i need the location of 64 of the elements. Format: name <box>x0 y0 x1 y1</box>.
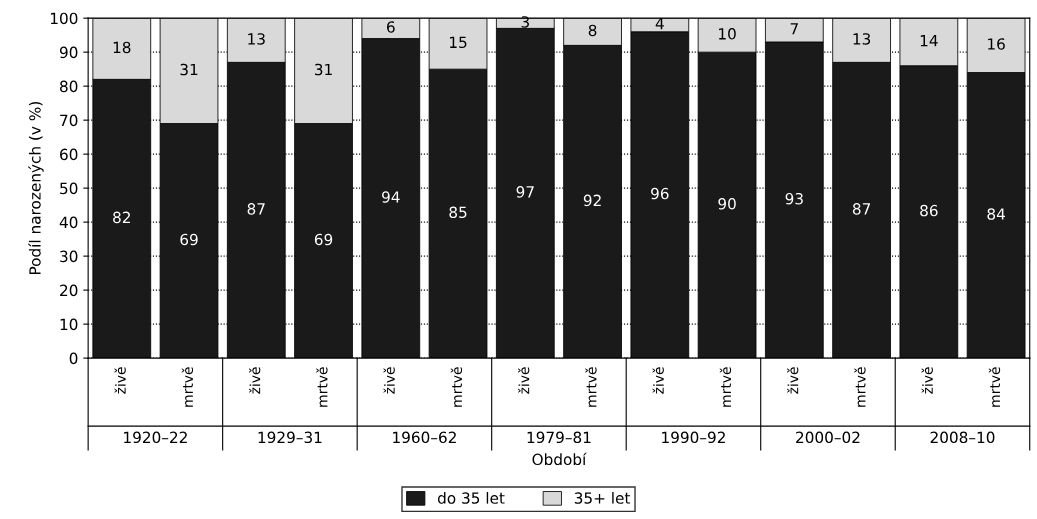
data-label: 10 <box>719 28 736 40</box>
legend-label: 35+ let <box>574 491 631 504</box>
y-tick-label: 80 <box>60 80 78 93</box>
data-label: 69 <box>180 233 198 246</box>
x-tick-label: živě <box>518 367 530 394</box>
data-label: 90 <box>718 198 736 210</box>
data-label: 69 <box>314 233 333 246</box>
data-label: 14 <box>920 35 938 47</box>
x-tick-label: mrtvě <box>585 367 597 407</box>
data-label: 87 <box>247 203 265 215</box>
data-label: 87 <box>852 203 871 215</box>
text: 2000–02 <box>796 431 860 444</box>
data-label: 97 <box>516 186 534 198</box>
data-label: 93 <box>785 192 803 205</box>
data-label: 16 <box>988 38 1005 50</box>
x-tick-label: živě <box>114 367 126 394</box>
text: 1979–81 <box>527 431 591 444</box>
x-tick-label: mrtvě <box>719 367 732 407</box>
data-label: 86 <box>920 204 938 217</box>
data-label: 3 <box>521 16 529 28</box>
y-tick-label: 30 <box>60 250 78 263</box>
x-tick-label: mrtvě <box>181 367 194 407</box>
x-tick-label: živě <box>652 367 664 394</box>
data-label: 13 <box>853 33 871 45</box>
data-label: 92 <box>583 194 601 207</box>
y-tick-label: 100 <box>50 12 78 25</box>
data-label: 4 <box>655 18 664 30</box>
data-label: 8 <box>588 24 597 37</box>
text: 2008–10 <box>930 431 995 444</box>
text: 1920–22 <box>124 431 187 444</box>
x-tick-label: živě <box>921 367 933 394</box>
data-label: 96 <box>651 187 669 200</box>
data-label: 13 <box>248 33 265 45</box>
y-axis-title: Podíl narozených (v %) <box>28 102 44 275</box>
y-tick-label: 10 <box>60 318 78 331</box>
y-tick-label: 70 <box>60 114 78 127</box>
y-tick-label: 20 <box>60 284 78 297</box>
legend-label: do 35 let <box>437 491 505 504</box>
data-label: 7 <box>790 23 798 35</box>
x-axis-title: Období <box>532 452 587 466</box>
x-tick-label: živě <box>787 367 799 394</box>
text: 1929–31 <box>258 431 322 444</box>
data-label: 18 <box>113 41 131 54</box>
data-label: 31 <box>314 63 332 76</box>
y-tick-label: 90 <box>59 46 78 59</box>
x-tick-label: živě <box>249 367 261 394</box>
y-tick-label: 60 <box>60 148 78 161</box>
x-tick-label: mrtvě <box>854 367 866 407</box>
text: 1960–62 <box>393 431 456 444</box>
y-tick-label: 0 <box>69 352 78 365</box>
y-tick-label: 40 <box>59 216 78 229</box>
x-tick-label: živě <box>383 367 395 394</box>
x-tick-label: mrtvě <box>988 367 1001 407</box>
x-tick-label: mrtvě <box>450 367 463 407</box>
y-tick-label: 50 <box>60 182 78 195</box>
data-label: 84 <box>987 208 1005 220</box>
data-label: 15 <box>450 36 467 49</box>
data-label: 82 <box>113 211 130 224</box>
text: 1990–92 <box>662 431 725 444</box>
data-label: 85 <box>449 206 467 219</box>
data-label: 94 <box>382 191 400 203</box>
data-label: 6 <box>387 21 395 33</box>
x-tick-label: mrtvě <box>316 367 328 407</box>
data-label: 31 <box>180 63 198 76</box>
